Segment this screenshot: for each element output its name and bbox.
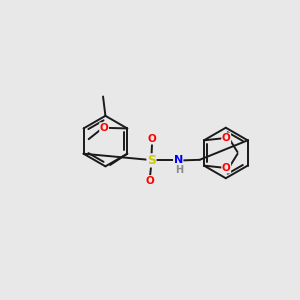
- Text: O: O: [222, 163, 231, 173]
- Text: O: O: [100, 123, 109, 133]
- Text: O: O: [146, 176, 154, 186]
- Text: H: H: [175, 165, 183, 175]
- Text: O: O: [222, 133, 231, 143]
- Text: O: O: [148, 134, 157, 144]
- Text: N: N: [174, 155, 183, 165]
- Text: S: S: [147, 154, 156, 167]
